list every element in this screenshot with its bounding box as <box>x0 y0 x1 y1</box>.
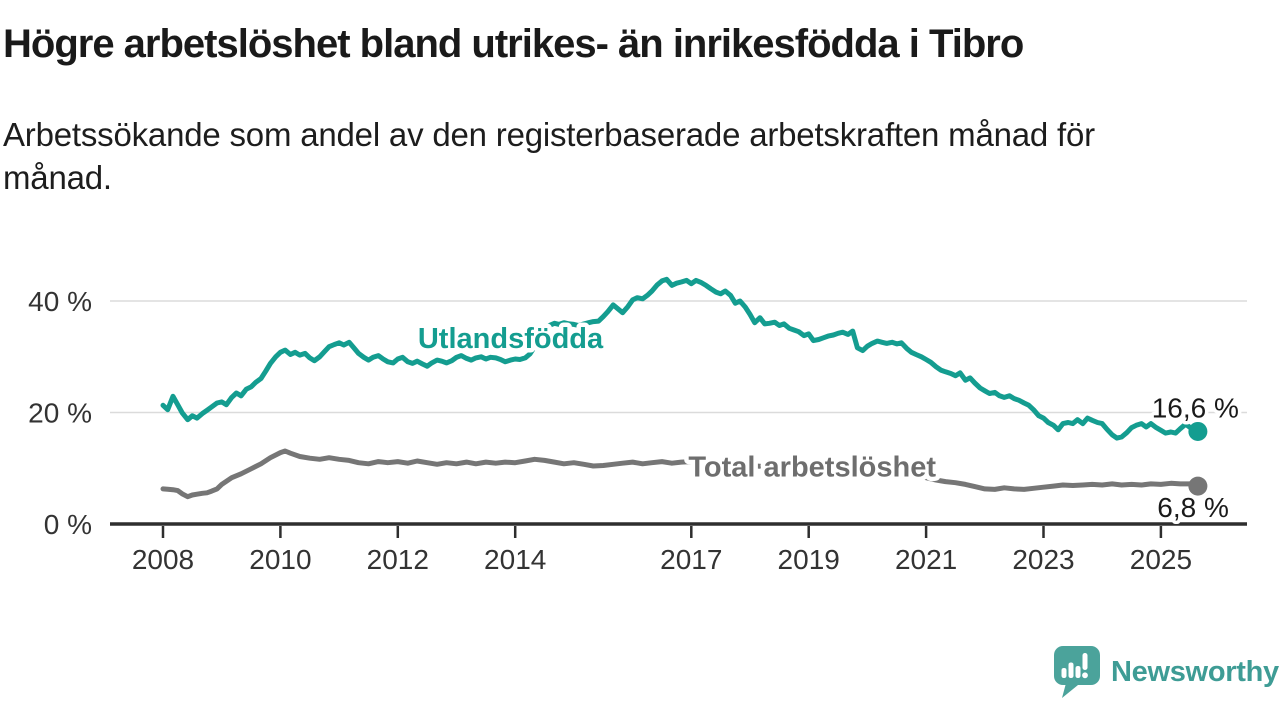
x-tick-label-2023: 2023 <box>1012 544 1074 575</box>
subtitle-line-1: Arbetssökande som andel av den registerb… <box>3 116 1095 153</box>
x-tick-label-2017: 2017 <box>660 544 722 575</box>
y-tick-label-0: 0 % <box>44 509 92 540</box>
newsworthy-logo-icon <box>1054 646 1100 698</box>
x-tick-label-2021: 2021 <box>895 544 957 575</box>
x-tick-label-2010: 2010 <box>249 544 311 575</box>
end-value-label-utlandsfodda: 16,6 % <box>1152 392 1239 423</box>
x-tick-label-2012: 2012 <box>367 544 429 575</box>
series-label-total-arbetsloshet: Total arbetslöshet <box>688 452 936 484</box>
brand-name: Newsworthy <box>1111 656 1279 688</box>
series-line-utlandsfodda <box>160 276 1201 441</box>
logo-bar-3 <box>1075 666 1081 678</box>
logo-bar-1 <box>1061 668 1067 678</box>
subtitle-line-2: månad. <box>3 158 112 196</box>
end-dot-utlandsfodda <box>1188 421 1208 441</box>
page-title: Högre arbetslöshet bland utrikes- än inr… <box>3 22 1024 66</box>
end-value-label-total-arbetsloshet: 6,8 % <box>1157 492 1229 523</box>
x-tick-label-2014: 2014 <box>484 544 546 575</box>
logo-exclamation-bar <box>1082 653 1088 670</box>
page-subtitle: Arbetssökande som andel av den registerb… <box>3 114 1095 200</box>
x-tick-label-2008: 2008 <box>132 544 194 575</box>
y-tick-label-20: 20 % <box>28 398 92 429</box>
x-tick-label-2019: 2019 <box>778 544 840 575</box>
logo-bar-2 <box>1068 662 1074 678</box>
y-tick-label-40: 40 % <box>28 286 92 317</box>
brand-footer: Newsworthy <box>1054 646 1279 699</box>
series-line-total-arbetsloshet <box>160 448 1201 500</box>
x-tick-label-2025: 2025 <box>1130 544 1192 575</box>
end-dot-total-arbetsloshet <box>1188 476 1208 496</box>
series-label-utlandsfodda: Utlandsfödda <box>418 323 604 355</box>
logo-exclamation-dot <box>1082 672 1088 679</box>
